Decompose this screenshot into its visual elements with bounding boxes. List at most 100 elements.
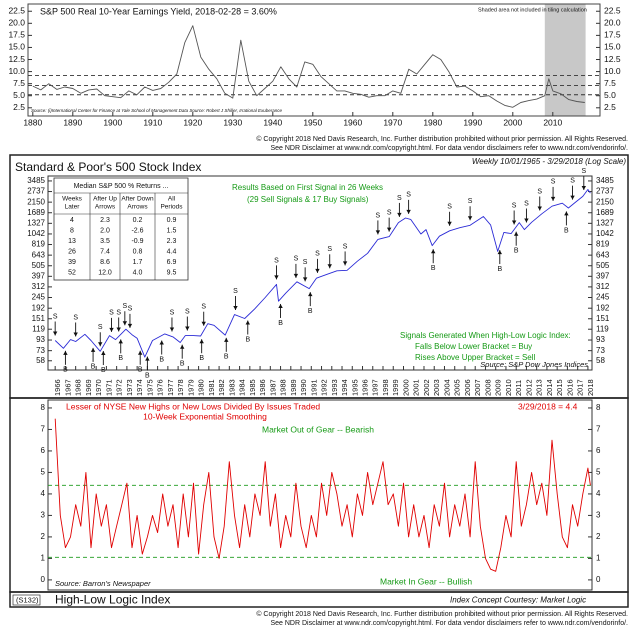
signal-arrowhead xyxy=(550,196,556,201)
y-tick-label: 151 xyxy=(32,314,46,323)
x-tick-label: 1973 xyxy=(125,379,134,396)
x-tick-label: 2009 xyxy=(494,379,503,396)
x-tick-label: 1983 xyxy=(227,379,236,396)
signal-label: B xyxy=(145,372,150,379)
signal-label: B xyxy=(101,367,106,374)
x-tick-label: 1991 xyxy=(309,379,318,396)
chart-source: Source: (i)International Center for Fina… xyxy=(31,108,282,113)
signal-label: S xyxy=(73,314,78,321)
y-tick-label: 93 xyxy=(596,335,605,344)
signal-arrowhead xyxy=(98,342,103,347)
table-cell: 26 xyxy=(68,248,76,255)
signal-label: S xyxy=(570,178,575,185)
signal-label: B xyxy=(497,266,502,273)
chart-note: Shaded area not included in tiling calcu… xyxy=(478,7,587,13)
signal-arrowhead xyxy=(570,195,575,200)
x-tick-label: 2013 xyxy=(535,379,544,396)
signal-arrowhead xyxy=(63,350,68,355)
signal-arrowhead xyxy=(109,327,114,332)
y-tick-label: 10.0 xyxy=(604,66,621,76)
top-plot-frame xyxy=(27,3,601,117)
signal-label: S xyxy=(123,303,128,310)
y-tick-label: 6 xyxy=(41,446,46,455)
signal-arrowhead xyxy=(90,347,96,352)
signal-label: S xyxy=(53,313,58,320)
y-tick-label: 312 xyxy=(32,282,46,291)
table-cell: 2.3 xyxy=(100,217,110,224)
table-header: Later xyxy=(65,204,81,211)
x-tick-label: 2017 xyxy=(576,379,585,396)
y-tick-label: 7.5 xyxy=(13,78,25,88)
y-tick-label: 10.0 xyxy=(8,66,25,76)
x-tick-label: 2008 xyxy=(483,379,492,396)
signal-label: S xyxy=(315,251,320,258)
y-tick-label: 2150 xyxy=(27,197,45,206)
signal-arrowhead xyxy=(118,339,123,344)
x-tick-label: 1994 xyxy=(340,379,349,396)
table-header: After Down xyxy=(121,196,154,203)
x-tick-label: 1971 xyxy=(104,379,113,396)
y-tick-label: 819 xyxy=(596,240,610,249)
table-cell: 8 xyxy=(70,227,74,234)
disclaimer: See NDR Disclaimer at www.ndr.com/copyri… xyxy=(270,145,628,152)
signal-arrowhead xyxy=(467,216,473,221)
signal-arrowhead xyxy=(447,221,452,226)
y-tick-label: 5 xyxy=(596,468,601,477)
table-header: All xyxy=(168,196,176,203)
y-tick-label: 151 xyxy=(596,314,610,323)
chart-source: Source: Barron's Newspaper xyxy=(55,579,151,588)
y-tick-label: 8 xyxy=(596,403,601,412)
x-tick-label: 2001 xyxy=(412,379,421,396)
page-code: (S132) xyxy=(16,595,39,604)
table-cell: 2.3 xyxy=(167,238,177,245)
x-tick-label: 1960 xyxy=(343,117,362,127)
table-frame xyxy=(53,177,189,281)
y-tick-label: 5 xyxy=(41,468,46,477)
y-tick-label: 73 xyxy=(596,346,605,355)
y-tick-label: 4 xyxy=(596,489,601,498)
annotation: Market Out of Gear -- Bearish xyxy=(262,424,374,434)
x-tick-label: 1977 xyxy=(166,379,175,396)
y-tick-label: 819 xyxy=(32,240,46,249)
annotation: (29 Sell Signals & 17 Buy Signals) xyxy=(247,195,369,204)
signal-label: S xyxy=(116,309,121,316)
x-tick-label: 1900 xyxy=(103,117,122,127)
annotation: Signals Generated When High-Low Logic In… xyxy=(400,331,571,340)
table-cell: 52 xyxy=(68,269,76,276)
x-tick-label: 2012 xyxy=(524,379,533,396)
y-tick-label: 4 xyxy=(41,489,46,498)
x-tick-label: 1930 xyxy=(223,117,242,127)
chart-subtitle: 10-Week Exponential Smoothing xyxy=(143,411,267,421)
chart-title: S&P 500 Real 10-Year Earnings Yield, 201… xyxy=(40,6,277,16)
signal-arrowhead xyxy=(302,277,308,282)
signal-label: B xyxy=(278,320,283,327)
x-tick-label: 1989 xyxy=(289,379,298,396)
signal-label: B xyxy=(138,367,143,374)
y-tick-label: 3 xyxy=(41,511,46,520)
signal-arrowhead xyxy=(52,331,58,336)
signal-arrowhead xyxy=(73,332,78,337)
y-tick-label: 2.5 xyxy=(604,102,616,112)
table-header: Arrows xyxy=(127,204,148,211)
x-tick-label: 2005 xyxy=(453,379,462,396)
signal-label: S xyxy=(170,309,175,316)
signal-arrowhead xyxy=(274,275,279,280)
signal-arrowhead xyxy=(101,351,106,356)
signal-label: S xyxy=(447,204,452,211)
signal-arrowhead xyxy=(375,230,381,235)
table-header: After Up xyxy=(93,196,117,203)
x-tick-label: 2010 xyxy=(543,117,562,127)
y-tick-label: 20.0 xyxy=(8,18,25,28)
chart-title: Standard & Poor's 500 Stock Index xyxy=(15,160,201,174)
y-tick-label: 2.5 xyxy=(13,102,25,112)
y-tick-label: 3485 xyxy=(596,176,614,185)
signal-label: S xyxy=(343,243,348,250)
table-cell: 3.5 xyxy=(100,238,110,245)
x-tick-label: 1975 xyxy=(145,379,154,396)
x-tick-label: 1990 xyxy=(299,379,308,396)
footer-credit: Index Concept Courtesy: Market Logic xyxy=(450,596,586,605)
signal-arrowhead xyxy=(524,218,529,223)
x-tick-label: 2000 xyxy=(401,379,410,396)
x-tick-label: 1974 xyxy=(135,379,144,396)
